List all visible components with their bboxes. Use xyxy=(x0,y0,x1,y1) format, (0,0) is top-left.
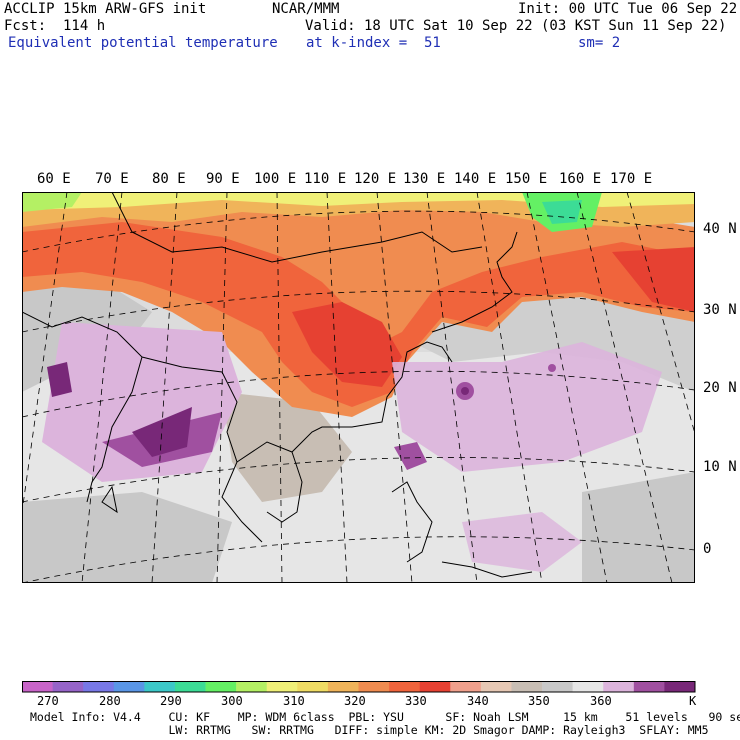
colorbar-swatch xyxy=(572,681,604,692)
colorbar-swatch xyxy=(205,681,237,692)
colorbar-swatch xyxy=(83,681,115,692)
colorbar xyxy=(22,681,696,693)
lon-label: 170 E xyxy=(610,171,653,187)
colorbar-swatch xyxy=(419,681,451,692)
warm-core xyxy=(22,222,695,407)
high-theta-e xyxy=(394,442,427,470)
warm-core xyxy=(292,302,402,387)
colorbar-frame xyxy=(22,681,696,693)
lat-label: 20 N xyxy=(703,380,737,396)
coastlines xyxy=(22,192,533,578)
map-frame xyxy=(22,192,695,583)
colorbar-swatch xyxy=(480,681,512,692)
colorbar-swatch xyxy=(113,681,145,692)
model-title: ACCLIP 15km ARW-GFS init xyxy=(4,1,207,17)
high-theta-e xyxy=(132,407,192,457)
colorbar-swatch xyxy=(511,681,543,692)
colorbar-swatch xyxy=(297,681,329,692)
level-index: at k-index = 51 xyxy=(306,35,441,51)
high-theta-e xyxy=(47,362,72,397)
colorbar-label: 340 xyxy=(467,694,489,708)
colorbar-label: 350 xyxy=(528,694,550,708)
lon-label: 110 E xyxy=(304,171,347,187)
model-info: Model Info: V4.4 CU: KF MP: WDM 6class P… xyxy=(30,710,740,724)
forecast-hour: Fcst: 114 h xyxy=(4,18,106,34)
colorbar-label: 320 xyxy=(344,694,366,708)
grey-region xyxy=(222,392,352,502)
init-time: Init: 00 UTC Tue 06 Sep 22 xyxy=(518,1,738,17)
center-name: NCAR/MMM xyxy=(272,1,340,17)
lon-label: 130 E xyxy=(403,171,446,187)
lat-label: 0 xyxy=(703,541,712,557)
colorbar-swatch xyxy=(603,681,635,692)
lon-label: 140 E xyxy=(454,171,497,187)
lat-label: 30 N xyxy=(703,302,737,318)
colorbar-label: 270 xyxy=(37,694,59,708)
colorbar-label: 300 xyxy=(221,694,243,708)
colorbar-swatch xyxy=(144,681,176,692)
cool-band xyxy=(22,192,82,212)
colorbar-swatch xyxy=(389,681,420,692)
field-name: Equivalent potential temperature xyxy=(8,35,278,51)
lon-label: 70 E xyxy=(95,171,129,187)
theta-e-map xyxy=(22,192,695,583)
moist-region xyxy=(462,512,582,572)
colorbar-label: 310 xyxy=(283,694,305,708)
colorbar-swatch xyxy=(266,681,298,692)
lon-label: 80 E xyxy=(152,171,186,187)
lon-label: 90 E xyxy=(206,171,240,187)
grey-region xyxy=(582,472,695,583)
warm-core xyxy=(612,247,695,312)
colorbar-label: 330 xyxy=(405,694,427,708)
lon-label: 160 E xyxy=(559,171,602,187)
colorbar-swatch xyxy=(236,681,268,692)
grey-region xyxy=(22,492,232,583)
high-theta-e xyxy=(548,364,556,372)
colorbar-label: 290 xyxy=(160,694,182,708)
lat-label: 10 N xyxy=(703,459,737,475)
colorbar-swatch xyxy=(22,681,53,692)
lon-label: 60 E xyxy=(37,171,71,187)
colorbar-swatch xyxy=(450,681,482,692)
colorbar-unit: K xyxy=(689,694,697,708)
colorbar-label: 360 xyxy=(590,694,612,708)
valid-time: Valid: 18 UTC Sat 10 Sep 22 (03 KST Sun … xyxy=(305,18,727,34)
colorbar-swatch xyxy=(52,681,84,692)
smoothing: sm= 2 xyxy=(578,35,621,51)
colorbar-swatch xyxy=(542,681,573,692)
colorbar-label: 280 xyxy=(99,694,121,708)
typhoon-core xyxy=(461,387,469,395)
colorbar-swatch xyxy=(664,681,696,692)
colorbar-swatch xyxy=(327,681,359,692)
colorbar-swatch xyxy=(358,681,390,692)
lon-label: 100 E xyxy=(254,171,297,187)
colorbar-swatch xyxy=(174,681,206,692)
physics-info: LW: RRTMG SW: RRTMG DIFF: simple KM: 2D … xyxy=(30,723,709,737)
lat-label: 40 N xyxy=(703,221,737,237)
colorbar-swatch xyxy=(633,681,665,692)
lon-label: 150 E xyxy=(505,171,548,187)
lon-label: 120 E xyxy=(354,171,397,187)
moist-region xyxy=(392,342,662,472)
graticule xyxy=(22,192,695,583)
